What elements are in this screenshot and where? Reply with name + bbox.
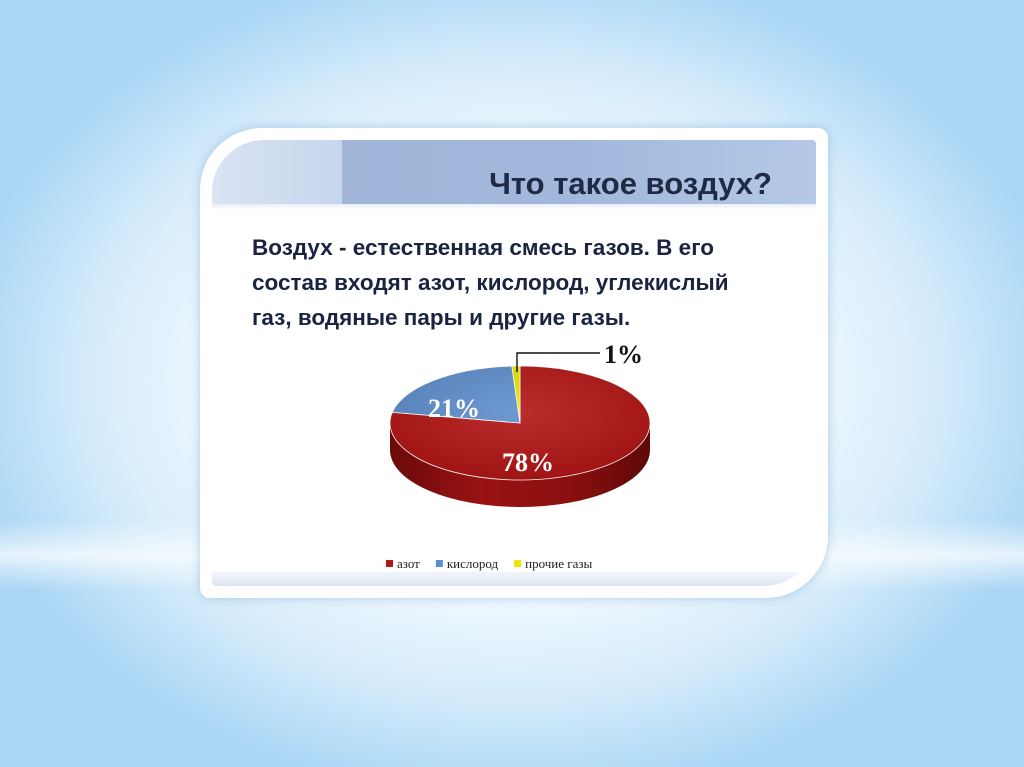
pie-leader-line — [516, 352, 600, 372]
pie-side-азот — [390, 423, 650, 507]
legend-swatch-кислород — [435, 560, 443, 567]
legend-label-кислород: кислород — [447, 556, 499, 571]
legend-label-прочие газы: прочие газы — [525, 556, 592, 571]
legend-swatch-азот — [386, 560, 393, 567]
header-accent — [342, 140, 816, 204]
pie-label-азот: 78% — [502, 448, 554, 477]
legend-label-азот: азот — [397, 556, 420, 571]
slide-title: Что такое воздух? — [489, 166, 772, 201]
header-divider — [212, 204, 816, 210]
legend-swatch-прочие газы — [514, 560, 522, 567]
pie-label-прочие газы: 1% — [604, 340, 643, 369]
pie-label-кислород: 21% — [428, 394, 480, 423]
slide: Что такое воздух? Воздух - естественная … — [212, 140, 816, 586]
header-bar — [212, 140, 816, 204]
pie-chart: 78% 21% 1% азот кислород прочие газы — [386, 340, 651, 571]
slide-footer — [212, 572, 816, 586]
slide-body-text: Воздух - естественная смесь газов. В его… — [252, 235, 729, 330]
